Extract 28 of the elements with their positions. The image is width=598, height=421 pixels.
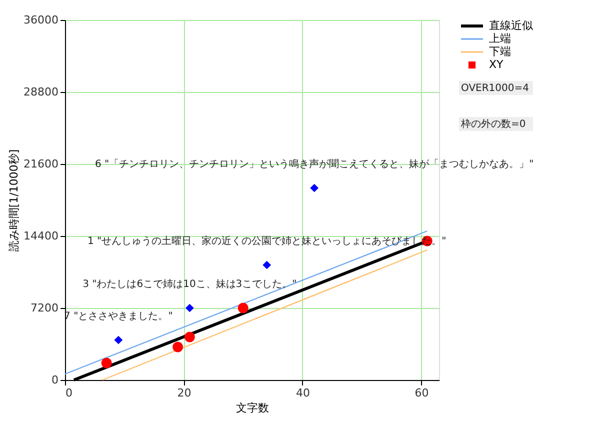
text: 枠の外の数=0 <box>460 118 526 130</box>
x-axis-title: 文字数 <box>236 402 269 414</box>
point <box>238 302 248 314</box>
point <box>262 260 272 270</box>
point <box>114 336 123 344</box>
point <box>184 332 195 342</box>
x-tick-label: 60 <box>414 386 429 400</box>
text: OVER1000=4 <box>461 83 529 94</box>
x-tick-label: 40 <box>296 386 310 400</box>
annotation: 3 "わたしは6こで姉は10こ、妹は3こでした。" <box>82 278 297 290</box>
point <box>101 358 112 368</box>
y-axis-title: 読み時間[1/1000秒] <box>8 149 21 252</box>
x-tick-label: 20 <box>177 386 192 400</box>
legend-label: 下端 <box>489 45 511 58</box>
y-tick-label: 7200 <box>30 302 58 314</box>
annotation: 6 "「チンチロリン、チンチロリン」という鳴き声が聞こえてくると、妹が「まつむしかなあ。」" <box>94 158 534 170</box>
legend-label: 直線近似 <box>489 19 533 32</box>
legend-label: 上端 <box>489 32 511 45</box>
y-tick-label: 36000 <box>24 14 58 26</box>
y-tick-label: 14400 <box>24 230 58 242</box>
point <box>185 304 194 312</box>
point <box>172 342 184 352</box>
point <box>310 184 319 192</box>
y-tick-label: 0 <box>52 374 58 386</box>
y-tick-label: 21600 <box>24 158 58 170</box>
legend-label: XY <box>489 58 504 71</box>
x-tick-label: 0 <box>66 386 72 400</box>
y-tick-label: 28800 <box>24 86 58 98</box>
